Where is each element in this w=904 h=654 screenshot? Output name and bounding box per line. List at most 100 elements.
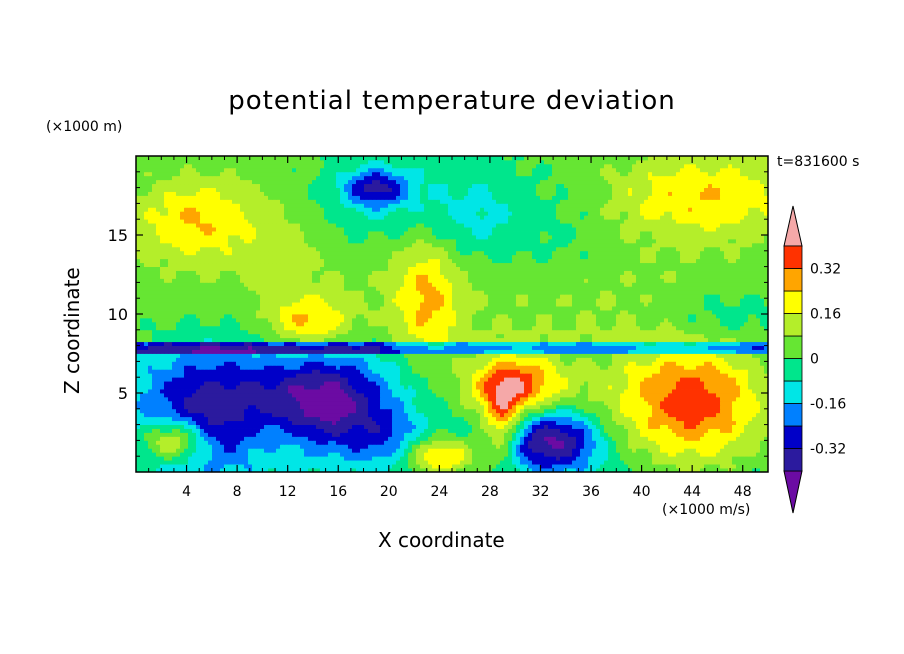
contour-cell: [192, 444, 197, 449]
contour-cell: [544, 456, 549, 461]
contour-cell: [184, 369, 189, 374]
contour-cell: [520, 424, 525, 429]
contour-cell: [200, 444, 205, 449]
contour-cell: [504, 424, 509, 429]
contour-cell: [752, 448, 757, 453]
contour-cell: [704, 389, 709, 394]
contour-cell: [224, 444, 229, 449]
contour-cell: [208, 428, 213, 433]
contour-cell: [248, 400, 253, 406]
contour-cell: [692, 420, 697, 425]
contour-cell: [400, 385, 405, 390]
contour-cell: [680, 349, 685, 354]
contour-cell: [704, 464, 709, 469]
contour-cell: [376, 420, 381, 425]
contour-cell: [720, 353, 725, 358]
contour-cell: [300, 361, 305, 366]
contour-cell: [752, 412, 757, 418]
contour-cell: [732, 424, 737, 429]
contour-cell: [632, 436, 637, 441]
contour-cell: [508, 385, 513, 390]
contour-cell: [460, 456, 465, 461]
contour-cell: [512, 448, 517, 453]
contour-cell: [208, 440, 213, 445]
contour-cell: [436, 436, 441, 441]
contour-cell: [596, 389, 601, 394]
contour-cell: [572, 400, 577, 406]
contour-cell: [704, 468, 709, 473]
contour-cell: [180, 424, 185, 429]
contour-cell: [248, 452, 253, 457]
contour-cell: [472, 456, 477, 461]
contour-cell: [580, 396, 585, 402]
contour-cell: [324, 460, 329, 465]
contour-cell: [228, 353, 233, 358]
contour-cell: [548, 440, 553, 445]
contour-cell: [320, 373, 325, 378]
contour-cell: [532, 412, 537, 418]
contour-cell: [572, 468, 577, 473]
contour-cell: [640, 389, 645, 394]
contour-cell: [368, 377, 373, 382]
contour-cell: [404, 468, 409, 473]
contour-cell: [732, 420, 737, 425]
contour-cell: [452, 464, 457, 469]
contour-cell: [416, 408, 421, 414]
contour-cell: [420, 381, 425, 386]
contour-cell: [420, 424, 425, 429]
contour-cell: [256, 369, 261, 374]
contour-cell: [240, 444, 245, 449]
contour-cell: [556, 412, 561, 418]
contour-cell: [328, 353, 333, 358]
contour-cell: [668, 408, 673, 414]
contour-cell: [728, 377, 733, 382]
contour-cell: [436, 373, 441, 378]
contour-cell: [284, 361, 289, 366]
contour-cell: [356, 448, 361, 453]
contour-cell: [276, 353, 281, 358]
contour-cell: [528, 464, 533, 469]
contour-cell: [148, 412, 153, 418]
contour-cell: [500, 404, 505, 410]
contour-cell: [624, 361, 629, 366]
contour-cell: [344, 428, 349, 433]
contour-cell: [708, 357, 713, 362]
contour-cell: [224, 345, 229, 350]
contour-cell: [140, 468, 145, 473]
contour-cell: [412, 424, 417, 429]
contour-cell: [736, 416, 741, 422]
contour-cell: [156, 353, 161, 358]
contour-cell: [636, 373, 641, 378]
contour-cell: [512, 468, 517, 473]
contour-cell: [140, 389, 145, 394]
contour-cell: [168, 440, 173, 445]
contour-cell: [612, 460, 617, 465]
contour-cell: [436, 361, 441, 366]
contour-cell: [588, 468, 593, 473]
contour-cell: [152, 353, 157, 358]
contour-cell: [500, 357, 505, 362]
contour-cell: [296, 400, 301, 406]
contour-cell: [232, 381, 237, 386]
contour-cell: [632, 444, 637, 449]
contour-cell: [268, 444, 273, 449]
contour-cell: [336, 353, 341, 358]
contour-cell: [588, 464, 593, 469]
contour-cell: [648, 357, 653, 362]
contour-cell: [384, 369, 389, 374]
contour-cell: [412, 373, 417, 378]
contour-cell: [672, 468, 677, 473]
contour-cell: [252, 373, 257, 378]
contour-cell: [580, 468, 585, 473]
contour-cell: [592, 373, 597, 378]
contour-cell: [744, 412, 749, 418]
contour-cell: [168, 420, 173, 425]
contour-cell: [544, 400, 549, 406]
contour-cell: [216, 349, 221, 354]
contour-cell: [420, 420, 425, 425]
contour-cell: [244, 420, 249, 425]
contour-cell: [732, 468, 737, 473]
contour-cell: [420, 365, 425, 370]
contour-cell: [204, 361, 209, 366]
contour-cell: [504, 400, 509, 406]
